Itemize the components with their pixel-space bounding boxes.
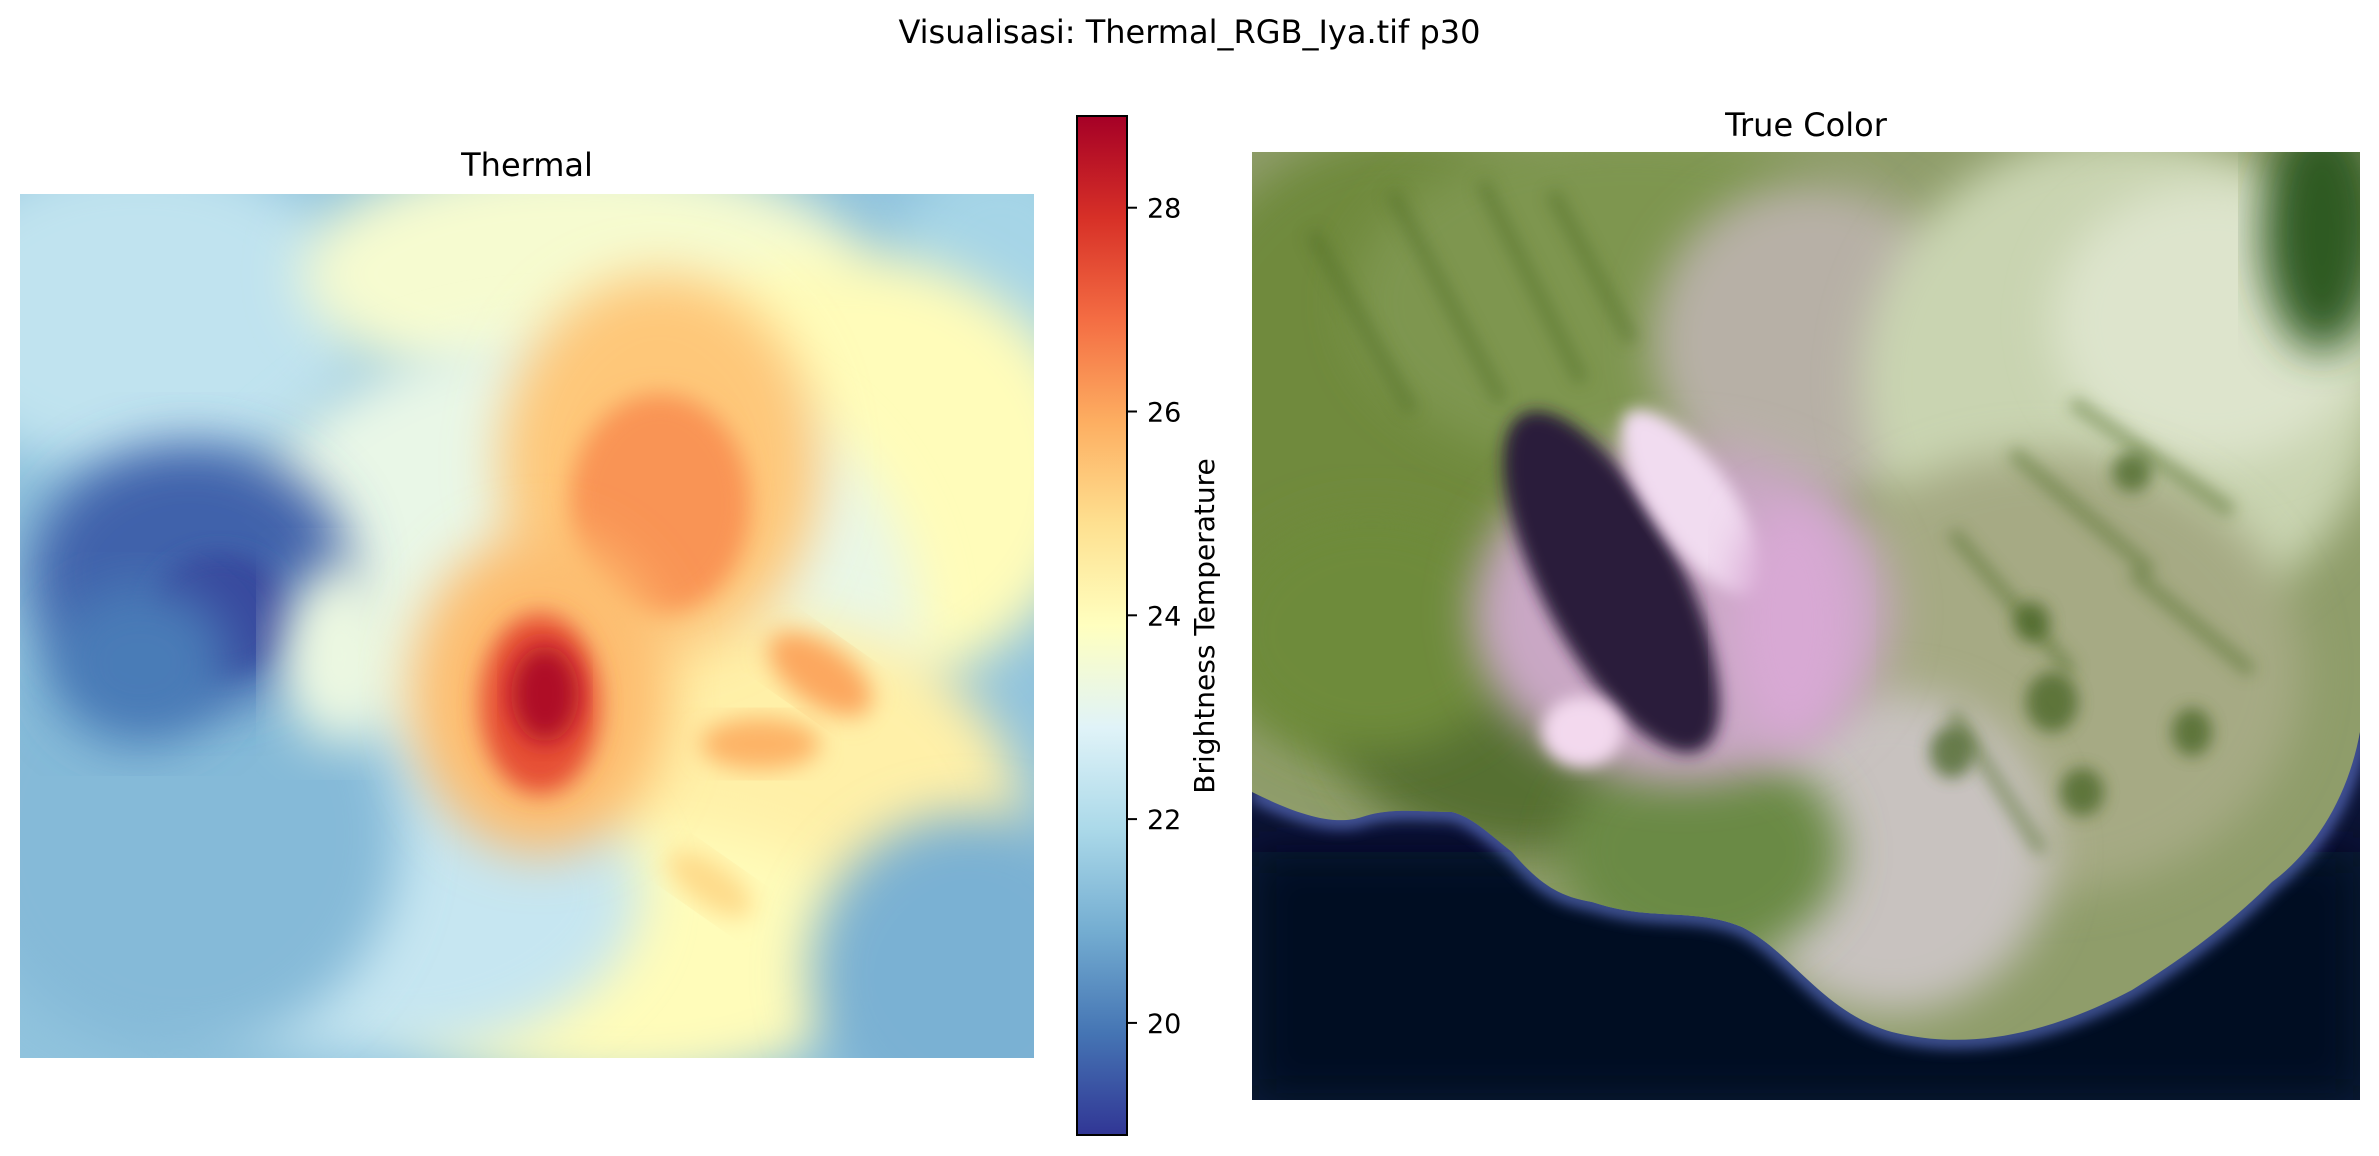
colorbar-tick-label: 28 <box>1147 194 1181 225</box>
colorbar-tick-label: 20 <box>1147 1009 1181 1040</box>
thermal-region <box>280 564 400 744</box>
thermal-hotspot-main-core <box>511 646 579 742</box>
thermal-panel-title: Thermal <box>461 146 593 184</box>
colorbar: 20 22 24 26 28 Brightness Temperature <box>1076 115 1221 1136</box>
thermal-region <box>810 814 1034 1058</box>
figure-title: Visualisasi: Thermal_RGB_Iya.tif p30 <box>898 13 1481 51</box>
thermal-region <box>50 584 230 744</box>
colorbar-tick-label: 22 <box>1147 805 1181 836</box>
thermal-hotspot-right-2 <box>700 718 820 770</box>
true-color-scene <box>1252 152 2360 1100</box>
colorbar-gradient <box>1076 115 1128 1136</box>
true-color-panel-title: True Color <box>1725 106 1887 144</box>
colorbar-label: Brightness Temperature <box>1188 458 1221 793</box>
thermal-warm-streak <box>667 850 753 918</box>
true-color-image <box>1252 152 2360 1100</box>
colorbar-tick-label: 24 <box>1147 601 1181 632</box>
thermal-hotspot-right <box>767 631 873 717</box>
thermal-hotspot-upper-core <box>570 394 750 614</box>
colorbar-tick-label: 26 <box>1147 398 1181 429</box>
thermal-heatmap <box>20 194 1034 1058</box>
thermal-region <box>20 194 360 474</box>
